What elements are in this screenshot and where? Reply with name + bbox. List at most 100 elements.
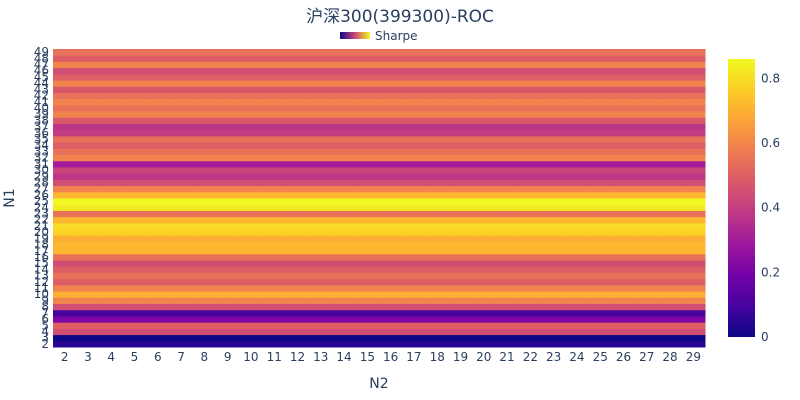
heatmap-cell[interactable]: [146, 123, 170, 131]
heatmap-cell[interactable]: [355, 303, 380, 311]
heatmap-cell[interactable]: [169, 309, 194, 317]
heatmap-cell[interactable]: [146, 104, 170, 112]
heatmap-cell[interactable]: [472, 322, 496, 329]
heatmap-cell[interactable]: [448, 117, 473, 124]
heatmap-cell[interactable]: [216, 260, 240, 267]
heatmap-cell[interactable]: [448, 80, 473, 87]
heatmap-cell[interactable]: [681, 210, 706, 218]
heatmap-cell[interactable]: [565, 266, 590, 273]
heatmap-cell[interactable]: [635, 229, 659, 236]
heatmap-cell[interactable]: [495, 98, 520, 106]
heatmap-cell[interactable]: [122, 73, 147, 81]
heatmap-cell[interactable]: [448, 340, 473, 348]
heatmap-cell[interactable]: [518, 73, 543, 81]
heatmap-cell[interactable]: [635, 235, 659, 242]
heatmap-cell[interactable]: [565, 117, 590, 124]
heatmap-cell[interactable]: [495, 61, 520, 69]
heatmap-cell[interactable]: [76, 92, 101, 100]
heatmap-cell[interactable]: [309, 297, 333, 305]
heatmap-cell[interactable]: [355, 340, 380, 348]
heatmap-cell[interactable]: [658, 191, 683, 199]
heatmap-cell[interactable]: [588, 61, 613, 69]
heatmap-cell[interactable]: [542, 135, 566, 143]
heatmap-cell[interactable]: [76, 61, 101, 69]
heatmap-cell[interactable]: [76, 315, 101, 323]
heatmap-cell[interactable]: [402, 247, 427, 255]
heatmap-cell[interactable]: [495, 210, 520, 218]
heatmap-cell[interactable]: [681, 111, 706, 118]
heatmap-cell[interactable]: [658, 278, 683, 286]
heatmap-cell[interactable]: [611, 67, 636, 75]
heatmap-cell[interactable]: [309, 334, 333, 342]
heatmap-cell[interactable]: [611, 191, 636, 199]
heatmap-cell[interactable]: [611, 80, 636, 87]
heatmap-cell[interactable]: [495, 272, 520, 280]
heatmap-cell[interactable]: [285, 340, 310, 348]
heatmap-cell[interactable]: [262, 303, 287, 311]
heatmap-cell[interactable]: [146, 86, 170, 93]
heatmap-cell[interactable]: [402, 340, 427, 348]
heatmap-cell[interactable]: [99, 92, 124, 100]
heatmap-cell[interactable]: [53, 328, 77, 336]
heatmap-cell[interactable]: [495, 142, 520, 149]
heatmap-cell[interactable]: [146, 241, 170, 249]
heatmap-cell[interactable]: [99, 111, 124, 118]
heatmap-cell[interactable]: [588, 297, 613, 305]
heatmap-cell[interactable]: [285, 241, 310, 249]
heatmap-cell[interactable]: [169, 291, 194, 298]
heatmap-cell[interactable]: [425, 61, 450, 69]
heatmap-cell[interactable]: [379, 309, 403, 317]
heatmap-cell[interactable]: [635, 272, 659, 280]
heatmap-cell[interactable]: [542, 55, 566, 62]
heatmap-cell[interactable]: [611, 166, 636, 174]
heatmap-cell[interactable]: [425, 322, 450, 329]
heatmap-cell[interactable]: [262, 111, 287, 118]
heatmap-cell[interactable]: [192, 222, 217, 230]
heatmap-cell[interactable]: [448, 148, 473, 156]
heatmap-cell[interactable]: [542, 328, 566, 336]
heatmap-cell[interactable]: [355, 278, 380, 286]
heatmap-cell[interactable]: [425, 111, 450, 118]
heatmap-cell[interactable]: [379, 98, 403, 106]
heatmap-cell[interactable]: [285, 303, 310, 311]
heatmap-cell[interactable]: [309, 104, 333, 112]
heatmap-cell[interactable]: [681, 266, 706, 273]
heatmap-cell[interactable]: [285, 148, 310, 156]
heatmap-cell[interactable]: [565, 229, 590, 236]
heatmap-cell[interactable]: [518, 185, 543, 193]
heatmap-cell[interactable]: [99, 260, 124, 267]
heatmap-cell[interactable]: [681, 104, 706, 112]
heatmap-cell[interactable]: [681, 160, 706, 168]
heatmap-cell[interactable]: [76, 284, 101, 292]
heatmap-cell[interactable]: [635, 315, 659, 323]
heatmap-cell[interactable]: [192, 142, 217, 149]
heatmap-cell[interactable]: [448, 129, 473, 137]
heatmap-cell[interactable]: [53, 98, 77, 106]
heatmap-cell[interactable]: [681, 260, 706, 267]
heatmap-cell[interactable]: [285, 111, 310, 118]
heatmap-cell[interactable]: [448, 185, 473, 193]
heatmap-cell[interactable]: [262, 260, 287, 267]
heatmap-cell[interactable]: [681, 278, 706, 286]
heatmap-cell[interactable]: [285, 49, 310, 56]
heatmap-cell[interactable]: [402, 154, 427, 162]
heatmap-cell[interactable]: [146, 266, 170, 273]
heatmap-cell[interactable]: [216, 322, 240, 329]
heatmap-cell[interactable]: [425, 198, 450, 205]
heatmap-cell[interactable]: [285, 160, 310, 168]
heatmap-cell[interactable]: [169, 55, 194, 62]
heatmap-cell[interactable]: [76, 160, 101, 168]
heatmap-cell[interactable]: [262, 334, 287, 342]
heatmap-cell[interactable]: [122, 191, 147, 199]
heatmap-cell[interactable]: [495, 334, 520, 342]
heatmap-cell[interactable]: [379, 334, 403, 342]
heatmap-cell[interactable]: [565, 166, 590, 174]
heatmap-cell[interactable]: [169, 142, 194, 149]
heatmap-cell[interactable]: [448, 328, 473, 336]
heatmap-cell[interactable]: [518, 278, 543, 286]
heatmap-cell[interactable]: [169, 166, 194, 174]
heatmap-cell[interactable]: [355, 160, 380, 168]
heatmap-cell[interactable]: [565, 284, 590, 292]
heatmap-cell[interactable]: [448, 173, 473, 180]
heatmap-cell[interactable]: [146, 166, 170, 174]
